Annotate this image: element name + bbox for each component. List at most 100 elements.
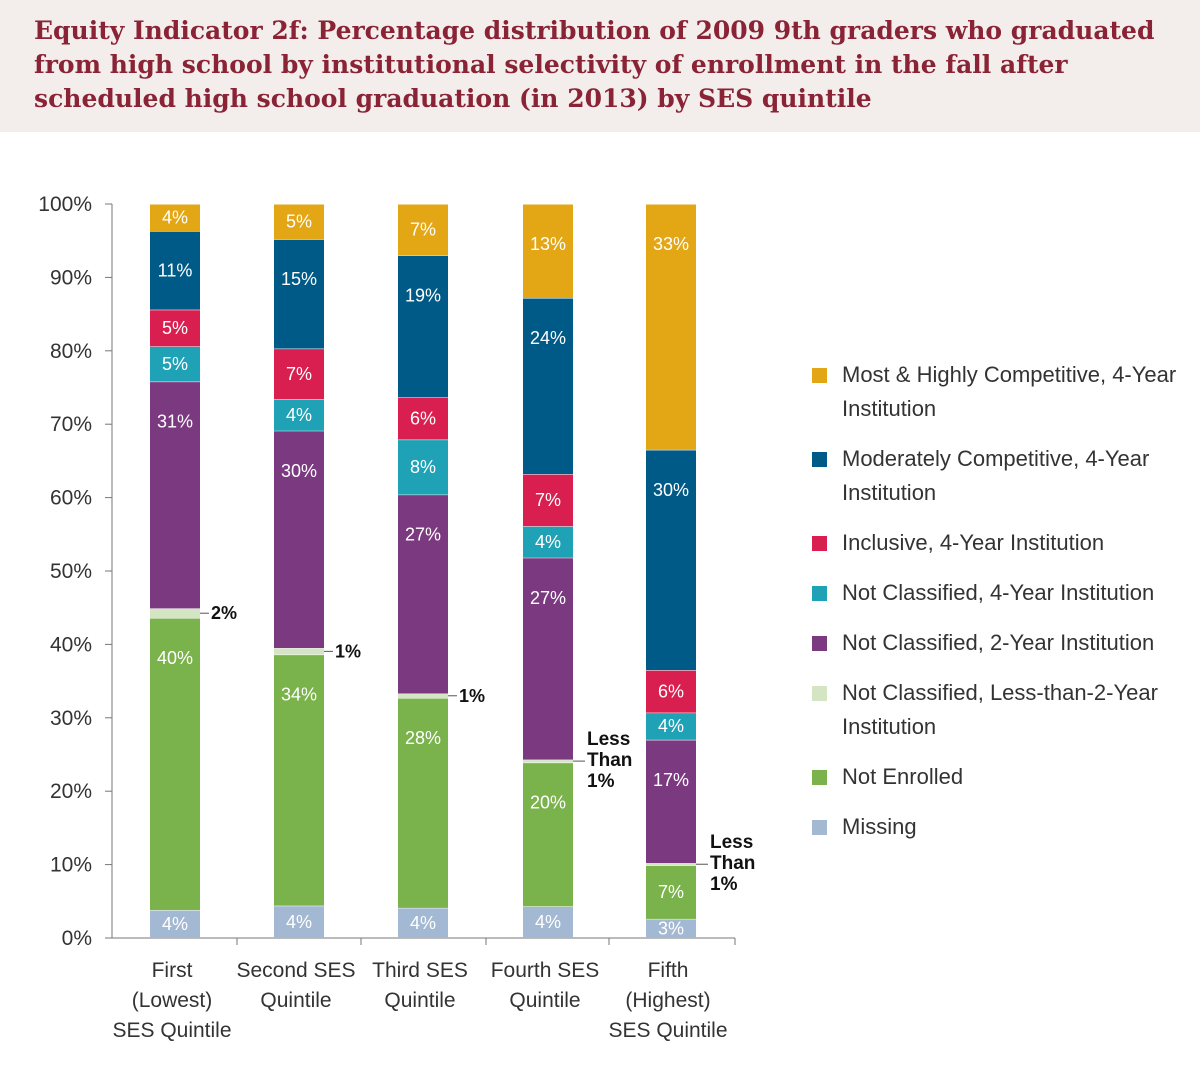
legend-swatch [812,368,827,383]
data-label: 1% [587,771,615,792]
data-label: 4% [162,914,188,934]
bar-segment [150,608,200,618]
y-tick-label: 50% [50,560,92,583]
data-label: 6% [658,681,684,701]
data-label: 40% [157,648,193,668]
data-label: 7% [410,220,436,240]
legend-item: Not Classified, 4-Year Institution [812,576,1192,610]
bar-segment [646,863,696,866]
bar-segment [523,759,573,763]
data-label: 4% [410,913,436,933]
bar-segment [274,239,324,349]
data-label: 11% [158,260,193,280]
bar-segment [274,648,324,655]
legend-label: Inclusive, 4-Year Institution [842,530,1105,555]
bar-segment [523,526,573,558]
legend-swatch [812,452,827,467]
data-label: 7% [286,364,312,384]
bar-segment [150,231,200,310]
x-tick-label: First [152,959,193,982]
data-label: 34% [281,685,317,705]
legend-item: Not Enrolled [812,760,1192,794]
data-label: Than [710,853,755,874]
y-tick-label: 90% [50,266,92,289]
stacked-bar-chart: 0% 10% 20% 30% 40% 50% 60% 70% 80% 90% 100% First (L… [38,193,755,1042]
data-label: 15% [281,269,317,289]
y-tick-label: 40% [50,633,92,656]
y-tick-label: 70% [50,413,92,436]
data-label: 31% [157,412,193,432]
legend-item: Not Classified, 2-Year Institution [812,626,1192,660]
bar-segment [646,865,696,919]
data-label: Less [710,832,753,853]
legend-label: Not Enrolled [842,764,964,789]
data-label: 27% [530,588,566,608]
bar-segment [398,439,448,495]
data-label: Than [587,750,632,771]
data-label: 4% [286,912,312,932]
data-label: 1% [335,641,361,661]
y-tick-label: 80% [50,340,92,363]
bar-segment [646,449,696,671]
legend-swatch [812,586,827,601]
y-tick-label: 100% [38,193,92,216]
data-label: 30% [281,461,317,481]
y-tick-label: 60% [50,487,92,510]
data-label: 4% [535,912,561,932]
bar-segment [398,697,448,908]
bar-segment [398,693,448,698]
bar-segment [150,910,200,938]
legend-item: Moderately Competitive, 4-Year Instituti… [812,442,1192,510]
x-tick-label: Quintile [384,989,455,1012]
data-label: 4% [286,405,312,425]
data-label: 1% [459,686,485,706]
bar-segment [398,204,448,256]
chart-title: Equity Indicator 2f: Percentage distribu… [34,16,1155,113]
bar-segment [398,494,448,694]
legend-swatch [812,770,827,785]
legend-item: Not Classified, Less-than-2-Year Institu… [812,676,1192,744]
data-label: 4% [162,208,188,228]
bar-segment [523,557,573,760]
data-label: 3% [658,918,684,938]
x-tick-label: Quintile [509,989,580,1012]
bar-segment [646,670,696,713]
x-tick-label: Fifth [648,959,689,982]
legend-item: Most & Highly Competitive, 4-Year Instit… [812,358,1192,426]
data-label: 24% [530,328,566,348]
data-label: 13% [530,234,566,254]
legend-label: Not Classified, 2-Year Institution [842,630,1155,655]
bar-segment [150,381,200,609]
bar-segment [523,906,573,938]
bar-segment [150,204,200,232]
bar-segment [523,204,573,298]
legend: Most & Highly Competitive, 4-Year Instit… [812,358,1192,860]
bar-segment [398,397,448,440]
legend-label: Not Classified, 4-Year Institution [842,580,1155,605]
legend-item: Inclusive, 4-Year Institution [812,526,1192,560]
data-label: 4% [658,716,684,736]
data-label: 5% [162,354,188,374]
x-tick-label: Quintile [260,989,331,1012]
bar-segment [274,430,324,649]
legend-swatch [812,820,827,835]
y-tick-label: 30% [50,707,92,730]
bar-segment [523,474,573,527]
bar-segment [274,654,324,906]
data-label: 28% [405,728,441,748]
bar-segment [646,739,696,864]
bar-segment [523,297,573,475]
data-label: Less [587,729,630,750]
data-label: 27% [405,525,441,545]
legend-label: Missing [842,814,917,839]
x-tick-label: Fourth SES [491,959,600,982]
y-tick-label: 0% [62,927,92,950]
data-label: 5% [162,318,188,338]
data-label: 5% [286,212,312,232]
data-label: 6% [410,408,436,428]
data-label: 20% [530,793,566,813]
y-tick-label: 20% [50,780,92,803]
legend-label: Not Classified, Less-than-2-Year Institu… [842,680,1158,739]
data-label: 1% [710,874,738,895]
bar-segment [523,762,573,907]
